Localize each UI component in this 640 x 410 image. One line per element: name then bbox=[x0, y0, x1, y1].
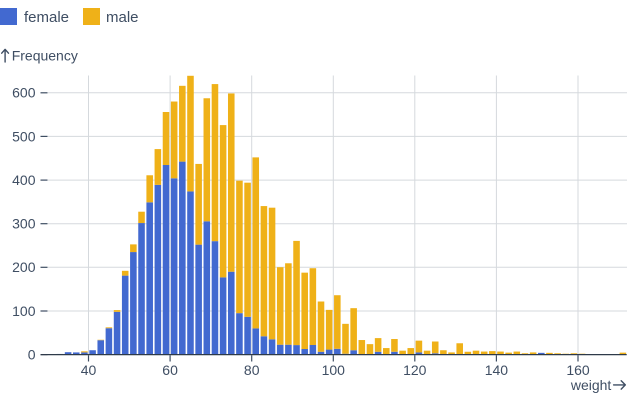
svg-text:100: 100 bbox=[322, 362, 346, 378]
svg-text:500: 500 bbox=[12, 128, 36, 144]
svg-text:Frequency: Frequency bbox=[12, 48, 78, 64]
svg-text:40: 40 bbox=[81, 362, 97, 378]
svg-text:80: 80 bbox=[244, 362, 260, 378]
svg-text:100: 100 bbox=[12, 303, 36, 319]
svg-text:600: 600 bbox=[12, 85, 36, 101]
svg-text:400: 400 bbox=[12, 172, 36, 188]
svg-text:120: 120 bbox=[403, 362, 427, 378]
svg-text:male: male bbox=[106, 9, 139, 26]
svg-text:160: 160 bbox=[566, 362, 590, 378]
svg-text:weight: weight bbox=[570, 377, 612, 393]
svg-text:female: female bbox=[24, 9, 69, 26]
svg-text:60: 60 bbox=[162, 362, 178, 378]
svg-text:200: 200 bbox=[12, 259, 36, 275]
svg-text:140: 140 bbox=[485, 362, 509, 378]
svg-text:0: 0 bbox=[28, 347, 36, 363]
svg-text:300: 300 bbox=[12, 216, 36, 232]
